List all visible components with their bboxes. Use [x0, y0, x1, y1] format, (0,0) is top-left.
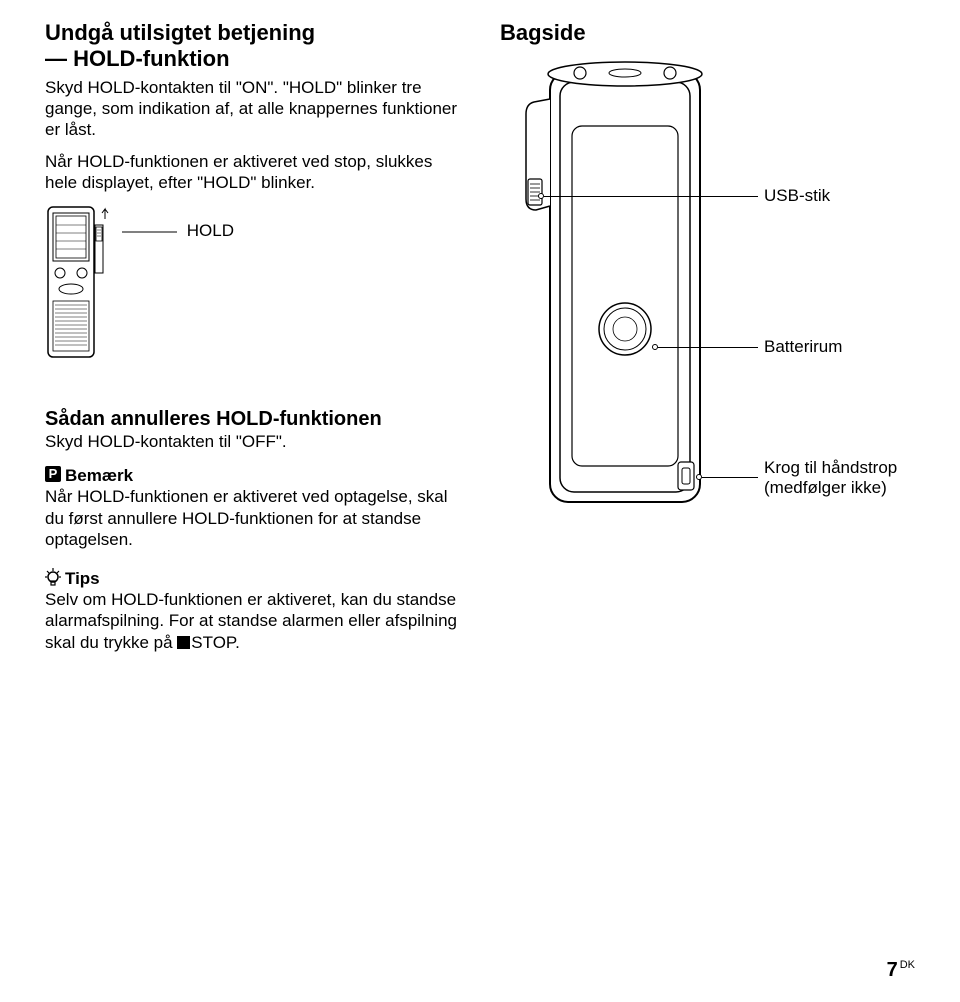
note-icon: P — [45, 466, 61, 482]
tips-stop-text: STOP. — [191, 633, 240, 652]
title-line-1: Undgå utilsigtet betjening — [45, 20, 315, 45]
hook-text-1: Krog til håndstrop — [764, 458, 897, 477]
battery-callout-line — [658, 347, 758, 348]
tips-heading: Tips — [45, 568, 460, 589]
hook-callout-text: Krog til håndstrop (medfølger ikke) — [764, 458, 897, 499]
page-number: 7DK — [887, 959, 915, 982]
tips-body: Selv om HOLD-funktionen er aktiveret, ka… — [45, 589, 460, 653]
stop-square-icon — [177, 636, 190, 649]
page-num-value: 7 — [887, 959, 898, 981]
tips-head-text: Tips — [65, 569, 100, 588]
hold-label-text: HOLD — [187, 221, 234, 240]
bulb-icon — [45, 568, 61, 588]
battery-callout-text: Batterirum — [764, 337, 842, 357]
usb-callout-text: USB-stik — [764, 186, 830, 206]
intro-para-2: Når HOLD-funktionen er aktiveret ved sto… — [45, 151, 460, 194]
usb-callout-line — [544, 196, 758, 197]
page-num-sup: DK — [900, 959, 915, 971]
page-title: Undgå utilsigtet betjening — HOLD-funkti… — [45, 20, 460, 73]
bagside-title: Bagside — [500, 20, 915, 46]
hold-figure: HOLD — [45, 205, 460, 360]
cancel-heading: Sådan annulleres HOLD-funktionen — [45, 408, 460, 431]
hook-callout-line — [702, 477, 758, 478]
intro-para-1: Skyd HOLD-kontakten til "ON". "HOLD" bli… — [45, 77, 460, 141]
hold-callout-line — [122, 228, 182, 236]
title-line-2: — HOLD-funktion — [45, 46, 230, 71]
small-device-illustration — [45, 205, 110, 360]
note-heading: PBemærk — [45, 466, 460, 486]
cancel-body: Skyd HOLD-kontakten til "OFF". — [45, 431, 460, 452]
bagside-figure: USB-stik Batterirum Krog til håndstrop (… — [500, 54, 915, 564]
note-head-text: Bemærk — [65, 466, 133, 485]
hook-text-2: (medfølger ikke) — [764, 478, 887, 497]
hold-callout: HOLD — [122, 221, 234, 241]
tips-body-a: Selv om HOLD-funktionen er aktiveret, ka… — [45, 590, 457, 652]
note-body: Når HOLD-funktionen er aktiveret ved opt… — [45, 486, 460, 550]
device-back-illustration — [510, 54, 735, 514]
